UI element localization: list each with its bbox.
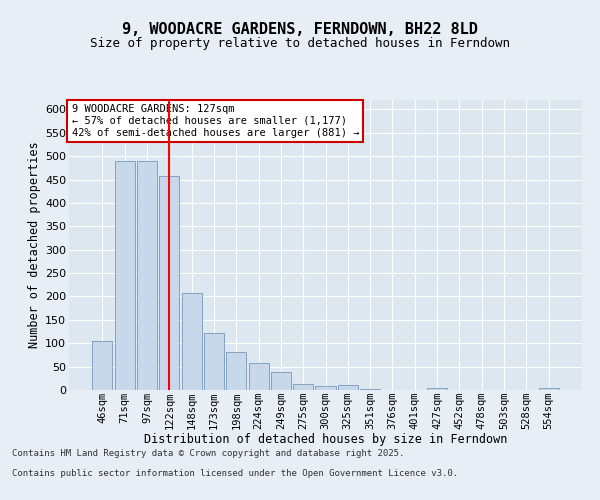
- Bar: [92, 341, 112, 390]
- Text: Contains public sector information licensed under the Open Government Licence v3: Contains public sector information licen…: [12, 468, 458, 477]
- Text: 9, WOODACRE GARDENS, FERNDOWN, BH22 8LD: 9, WOODACRE GARDENS, FERNDOWN, BH22 8LD: [122, 22, 478, 36]
- Bar: [293, 384, 313, 390]
- Text: Contains HM Land Registry data © Crown copyright and database right 2025.: Contains HM Land Registry data © Crown c…: [12, 448, 404, 458]
- Bar: [539, 388, 559, 390]
- X-axis label: Distribution of detached houses by size in Ferndown: Distribution of detached houses by size …: [144, 433, 507, 446]
- Text: Size of property relative to detached houses in Ferndown: Size of property relative to detached ho…: [90, 38, 510, 51]
- Bar: [182, 293, 202, 390]
- Bar: [226, 352, 246, 390]
- Bar: [338, 386, 358, 390]
- Bar: [427, 388, 447, 390]
- Bar: [137, 161, 157, 390]
- Bar: [115, 161, 135, 390]
- Text: 9 WOODACRE GARDENS: 127sqm
← 57% of detached houses are smaller (1,177)
42% of s: 9 WOODACRE GARDENS: 127sqm ← 57% of deta…: [71, 104, 359, 138]
- Bar: [159, 176, 179, 390]
- Bar: [271, 372, 291, 390]
- Bar: [360, 388, 380, 390]
- Bar: [316, 386, 335, 390]
- Y-axis label: Number of detached properties: Number of detached properties: [28, 142, 41, 348]
- Bar: [248, 364, 269, 390]
- Bar: [204, 333, 224, 390]
